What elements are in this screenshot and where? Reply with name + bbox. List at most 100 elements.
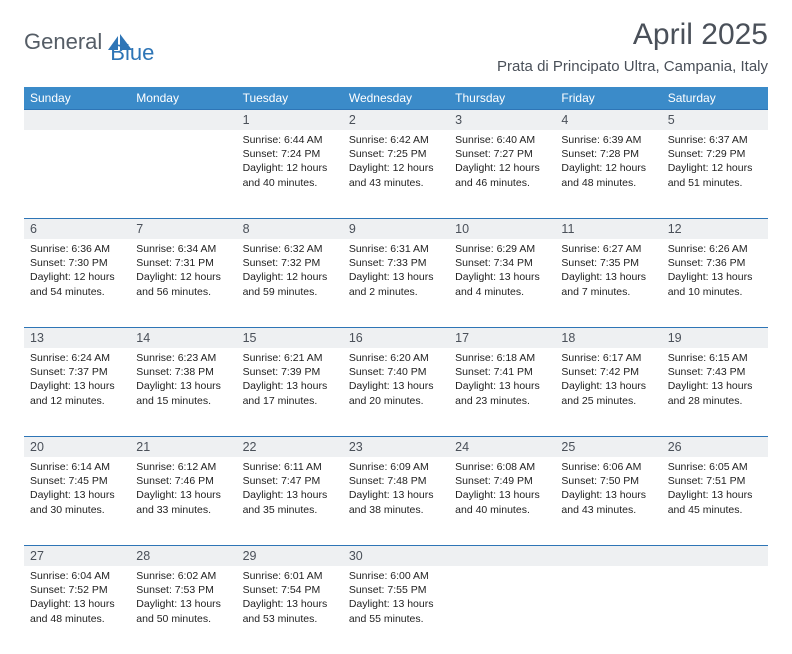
day-cell: Sunrise: 6:09 AMSunset: 7:48 PMDaylight:… — [343, 457, 449, 545]
day-number: 29 — [237, 546, 343, 566]
day-cell: Sunrise: 6:01 AMSunset: 7:54 PMDaylight:… — [237, 566, 343, 654]
day-cell: Sunrise: 6:17 AMSunset: 7:42 PMDaylight:… — [555, 348, 661, 436]
logo: General Blue — [24, 18, 154, 66]
day-number: 17 — [449, 328, 555, 348]
day-cell: Sunrise: 6:24 AMSunset: 7:37 PMDaylight:… — [24, 348, 130, 436]
day-cell: Sunrise: 6:42 AMSunset: 7:25 PMDaylight:… — [343, 130, 449, 218]
weekday-header: Sunday — [24, 87, 130, 109]
day-details: Sunrise: 6:37 AMSunset: 7:29 PMDaylight:… — [668, 133, 762, 190]
calendar-header-row: SundayMondayTuesdayWednesdayThursdayFrid… — [24, 87, 768, 109]
day-details: Sunrise: 6:01 AMSunset: 7:54 PMDaylight:… — [243, 569, 337, 626]
day-details: Sunrise: 6:42 AMSunset: 7:25 PMDaylight:… — [349, 133, 443, 190]
day-number: 15 — [237, 328, 343, 348]
day-cell: Sunrise: 6:21 AMSunset: 7:39 PMDaylight:… — [237, 348, 343, 436]
day-cell — [24, 130, 130, 218]
day-details: Sunrise: 6:05 AMSunset: 7:51 PMDaylight:… — [668, 460, 762, 517]
day-details: Sunrise: 6:44 AMSunset: 7:24 PMDaylight:… — [243, 133, 337, 190]
day-number: 22 — [237, 437, 343, 457]
day-number — [449, 546, 555, 566]
day-details: Sunrise: 6:12 AMSunset: 7:46 PMDaylight:… — [136, 460, 230, 517]
day-number: 23 — [343, 437, 449, 457]
day-cell: Sunrise: 6:29 AMSunset: 7:34 PMDaylight:… — [449, 239, 555, 327]
day-number: 27 — [24, 546, 130, 566]
daynum-row: 20212223242526 — [24, 436, 768, 457]
weekday-header: Monday — [130, 87, 236, 109]
daynum-row: 13141516171819 — [24, 327, 768, 348]
day-cell — [662, 566, 768, 654]
daynum-row: 6789101112 — [24, 218, 768, 239]
weekday-header: Thursday — [449, 87, 555, 109]
day-cell: Sunrise: 6:15 AMSunset: 7:43 PMDaylight:… — [662, 348, 768, 436]
day-cell: Sunrise: 6:44 AMSunset: 7:24 PMDaylight:… — [237, 130, 343, 218]
content-row: Sunrise: 6:24 AMSunset: 7:37 PMDaylight:… — [24, 348, 768, 436]
logo-text-blue: Blue — [110, 40, 154, 66]
day-number: 2 — [343, 110, 449, 130]
weekday-header: Saturday — [662, 87, 768, 109]
day-cell: Sunrise: 6:27 AMSunset: 7:35 PMDaylight:… — [555, 239, 661, 327]
day-cell: Sunrise: 6:12 AMSunset: 7:46 PMDaylight:… — [130, 457, 236, 545]
day-cell: Sunrise: 6:04 AMSunset: 7:52 PMDaylight:… — [24, 566, 130, 654]
day-details: Sunrise: 6:32 AMSunset: 7:32 PMDaylight:… — [243, 242, 337, 299]
day-number: 1 — [237, 110, 343, 130]
day-cell: Sunrise: 6:40 AMSunset: 7:27 PMDaylight:… — [449, 130, 555, 218]
day-number — [662, 546, 768, 566]
day-number: 21 — [130, 437, 236, 457]
day-number: 19 — [662, 328, 768, 348]
day-details: Sunrise: 6:36 AMSunset: 7:30 PMDaylight:… — [30, 242, 124, 299]
day-details: Sunrise: 6:14 AMSunset: 7:45 PMDaylight:… — [30, 460, 124, 517]
day-details: Sunrise: 6:18 AMSunset: 7:41 PMDaylight:… — [455, 351, 549, 408]
day-cell: Sunrise: 6:02 AMSunset: 7:53 PMDaylight:… — [130, 566, 236, 654]
day-details: Sunrise: 6:34 AMSunset: 7:31 PMDaylight:… — [136, 242, 230, 299]
day-cell: Sunrise: 6:05 AMSunset: 7:51 PMDaylight:… — [662, 457, 768, 545]
content-row: Sunrise: 6:36 AMSunset: 7:30 PMDaylight:… — [24, 239, 768, 327]
day-number — [555, 546, 661, 566]
day-number: 24 — [449, 437, 555, 457]
day-cell: Sunrise: 6:14 AMSunset: 7:45 PMDaylight:… — [24, 457, 130, 545]
day-number: 10 — [449, 219, 555, 239]
day-number — [130, 110, 236, 130]
day-number: 26 — [662, 437, 768, 457]
day-number — [24, 110, 130, 130]
header: General Blue April 2025 Prata di Princip… — [0, 0, 792, 79]
page-title: April 2025 — [497, 18, 768, 52]
title-block: April 2025 Prata di Principato Ultra, Ca… — [497, 18, 768, 75]
day-cell: Sunrise: 6:36 AMSunset: 7:30 PMDaylight:… — [24, 239, 130, 327]
day-number: 8 — [237, 219, 343, 239]
content-row: Sunrise: 6:14 AMSunset: 7:45 PMDaylight:… — [24, 457, 768, 545]
day-details: Sunrise: 6:40 AMSunset: 7:27 PMDaylight:… — [455, 133, 549, 190]
location-subtitle: Prata di Principato Ultra, Campania, Ita… — [497, 58, 768, 75]
day-cell: Sunrise: 6:32 AMSunset: 7:32 PMDaylight:… — [237, 239, 343, 327]
day-number: 20 — [24, 437, 130, 457]
day-details: Sunrise: 6:24 AMSunset: 7:37 PMDaylight:… — [30, 351, 124, 408]
day-details: Sunrise: 6:15 AMSunset: 7:43 PMDaylight:… — [668, 351, 762, 408]
day-number: 13 — [24, 328, 130, 348]
day-number: 28 — [130, 546, 236, 566]
day-cell: Sunrise: 6:20 AMSunset: 7:40 PMDaylight:… — [343, 348, 449, 436]
day-details: Sunrise: 6:00 AMSunset: 7:55 PMDaylight:… — [349, 569, 443, 626]
daynum-row: 12345 — [24, 109, 768, 130]
day-number: 7 — [130, 219, 236, 239]
day-number: 11 — [555, 219, 661, 239]
day-details: Sunrise: 6:29 AMSunset: 7:34 PMDaylight:… — [455, 242, 549, 299]
day-number: 16 — [343, 328, 449, 348]
content-row: Sunrise: 6:04 AMSunset: 7:52 PMDaylight:… — [24, 566, 768, 654]
day-details: Sunrise: 6:11 AMSunset: 7:47 PMDaylight:… — [243, 460, 337, 517]
day-details: Sunrise: 6:02 AMSunset: 7:53 PMDaylight:… — [136, 569, 230, 626]
day-number: 9 — [343, 219, 449, 239]
day-number: 14 — [130, 328, 236, 348]
day-details: Sunrise: 6:31 AMSunset: 7:33 PMDaylight:… — [349, 242, 443, 299]
daynum-row: 27282930 — [24, 545, 768, 566]
day-details: Sunrise: 6:27 AMSunset: 7:35 PMDaylight:… — [561, 242, 655, 299]
day-number: 4 — [555, 110, 661, 130]
weekday-header: Friday — [555, 87, 661, 109]
day-details: Sunrise: 6:39 AMSunset: 7:28 PMDaylight:… — [561, 133, 655, 190]
weekday-header: Wednesday — [343, 87, 449, 109]
day-details: Sunrise: 6:09 AMSunset: 7:48 PMDaylight:… — [349, 460, 443, 517]
day-cell: Sunrise: 6:31 AMSunset: 7:33 PMDaylight:… — [343, 239, 449, 327]
day-cell: Sunrise: 6:34 AMSunset: 7:31 PMDaylight:… — [130, 239, 236, 327]
calendar-body: 12345 Sunrise: 6:44 AMSunset: 7:24 PMDayl… — [24, 109, 768, 654]
day-cell: Sunrise: 6:23 AMSunset: 7:38 PMDaylight:… — [130, 348, 236, 436]
day-cell: Sunrise: 6:18 AMSunset: 7:41 PMDaylight:… — [449, 348, 555, 436]
day-details: Sunrise: 6:06 AMSunset: 7:50 PMDaylight:… — [561, 460, 655, 517]
day-number: 18 — [555, 328, 661, 348]
